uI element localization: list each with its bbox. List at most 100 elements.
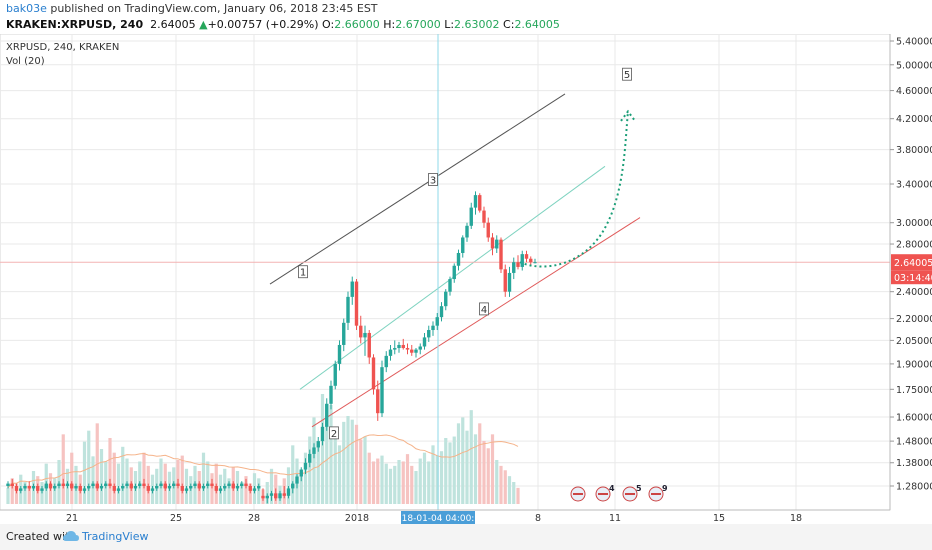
candles xyxy=(6,191,537,504)
candle-body xyxy=(520,254,524,267)
candle-body xyxy=(274,493,278,499)
candle-body xyxy=(380,367,384,414)
tradingview-link[interactable]: TradingView xyxy=(82,530,149,543)
volume-bar xyxy=(112,452,116,504)
volume-bar xyxy=(87,430,91,504)
upper-channel-line xyxy=(269,93,566,285)
volume-bar xyxy=(461,417,465,504)
crosshair-date-badge xyxy=(401,511,475,524)
volume-bar xyxy=(478,423,482,504)
overlay: 1 2 3 4 5 4 5 9 xyxy=(298,67,668,502)
candle-body xyxy=(23,486,27,489)
candle-body xyxy=(376,389,380,414)
candle-body xyxy=(252,488,257,491)
time-tick-label: 2018 xyxy=(345,513,369,524)
volume-bar xyxy=(244,476,248,504)
candle-body xyxy=(405,348,410,350)
event-badge-count: 5 xyxy=(636,484,642,493)
crosshair-date-label: 2018-01-04 04:00:00 xyxy=(390,514,486,524)
last-price: 2.64005 xyxy=(150,18,196,31)
candle-body xyxy=(350,281,354,297)
volume-bar xyxy=(503,470,507,504)
candle-body xyxy=(27,486,31,489)
candle-body xyxy=(342,322,346,345)
countdown-badge-text: 03:14:40 xyxy=(894,273,932,284)
candle-body xyxy=(503,269,507,292)
candle-body xyxy=(40,488,44,491)
volume-bar xyxy=(329,405,333,504)
candle-body xyxy=(435,317,439,326)
candle-body xyxy=(193,483,197,486)
volume-bar xyxy=(320,394,325,504)
candle-body xyxy=(53,486,57,489)
candle-body xyxy=(465,225,469,238)
volume-bar xyxy=(210,473,214,504)
wave-label-box xyxy=(298,265,308,279)
open-label: O: xyxy=(322,18,335,31)
volume-bars xyxy=(6,394,520,504)
candle-body xyxy=(265,495,269,499)
price-chart-svg[interactable]: 5.40000 5.00000 4.60000 4.20000 3.80000 3.400… xyxy=(0,33,932,524)
volume-bar xyxy=(269,468,274,504)
volume-bar xyxy=(70,452,74,504)
volume-bar xyxy=(456,423,461,504)
candle-body xyxy=(354,281,359,326)
close-label: C: xyxy=(503,18,515,31)
volume-bar xyxy=(507,476,512,504)
author-link[interactable]: bak03e xyxy=(6,2,47,15)
volume-bar xyxy=(431,445,435,504)
wave-label-5: 5 xyxy=(624,70,630,81)
candle-body xyxy=(295,476,299,484)
volume-bar xyxy=(473,434,478,504)
candle-body xyxy=(397,344,401,349)
volume-bar xyxy=(27,485,31,504)
candle-body xyxy=(31,486,36,489)
candle-body xyxy=(74,486,78,489)
candle-body xyxy=(444,291,448,307)
created-with-text: Created with xyxy=(6,530,77,543)
candle-body xyxy=(308,453,312,463)
candle-body xyxy=(278,493,282,499)
volume-bar xyxy=(354,424,359,504)
candle-body xyxy=(163,483,167,489)
volume-bar xyxy=(367,452,371,504)
volume-bar xyxy=(23,482,27,504)
candle-body xyxy=(529,258,533,263)
candle-body xyxy=(325,403,329,427)
candle-body xyxy=(150,488,155,491)
candle-body xyxy=(133,486,138,489)
candle-body xyxy=(116,488,121,491)
volume-bar xyxy=(418,458,422,504)
candle-body xyxy=(155,486,159,489)
volume-bar xyxy=(82,441,87,504)
candle-body xyxy=(422,337,427,347)
volume-bar xyxy=(308,436,312,504)
price-tick-label: 5.40000 xyxy=(896,37,932,48)
chart-area[interactable]: 5.40000 5.00000 4.60000 4.20000 3.80000 3.400… xyxy=(0,33,932,524)
candle-body xyxy=(320,426,325,442)
wave-label-box xyxy=(622,67,632,81)
candle-body xyxy=(82,488,87,491)
candle-body xyxy=(172,483,176,486)
volume-bar xyxy=(53,478,57,504)
price-tick-label: 2.40000 xyxy=(896,287,932,298)
price-tick-label: 3.40000 xyxy=(896,180,932,191)
volume-bar xyxy=(393,465,397,504)
up-arrow-icon: ▲ xyxy=(199,18,208,31)
volume-bar xyxy=(316,441,320,504)
volume-bar xyxy=(227,478,231,504)
candle-body xyxy=(512,262,516,273)
volume-bar xyxy=(350,419,354,504)
candle-body xyxy=(6,483,10,486)
wave-label-box xyxy=(479,302,489,316)
volume-bar xyxy=(303,452,308,504)
candle-body xyxy=(121,486,125,489)
volume-bar xyxy=(265,482,269,504)
candle-body xyxy=(240,483,244,486)
publish-info: bak03e published on TradingView.com, Jan… xyxy=(6,2,378,15)
volume-bar xyxy=(6,487,10,504)
volume-bar xyxy=(512,482,516,504)
price-tick-label: 4.20000 xyxy=(896,114,932,125)
wave5-projection xyxy=(519,111,629,268)
wave-label-2: 2 xyxy=(331,429,337,440)
